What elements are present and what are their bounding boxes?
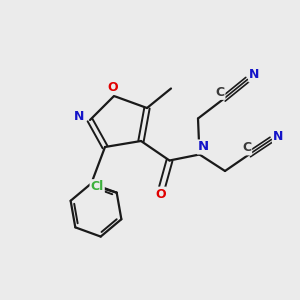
Text: N: N bbox=[197, 140, 209, 154]
Text: N: N bbox=[273, 130, 283, 143]
Text: Cl: Cl bbox=[91, 180, 104, 193]
Text: N: N bbox=[249, 68, 260, 82]
Text: C: C bbox=[242, 141, 251, 154]
Text: O: O bbox=[155, 188, 166, 201]
Text: C: C bbox=[215, 86, 224, 99]
Text: O: O bbox=[107, 81, 118, 94]
Text: N: N bbox=[74, 110, 85, 124]
